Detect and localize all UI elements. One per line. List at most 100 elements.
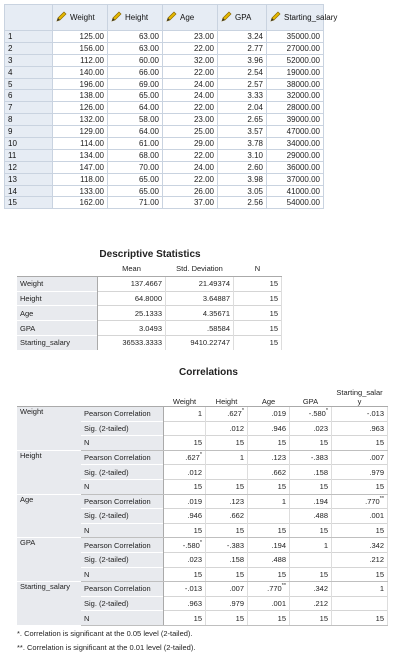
data-cell[interactable]: 3.24 <box>217 30 267 43</box>
data-cell[interactable]: 65.00 <box>107 89 163 103</box>
data-cell[interactable]: 2.54 <box>217 65 267 79</box>
data-cell[interactable]: 138.00 <box>52 89 108 103</box>
row-number[interactable]: 4 <box>4 65 53 79</box>
data-cell[interactable]: 64.00 <box>107 101 163 115</box>
data-cell[interactable]: 35000.00 <box>266 30 324 43</box>
data-cell[interactable]: 125.00 <box>52 30 108 43</box>
data-cell[interactable]: 41000.00 <box>266 184 324 198</box>
data-cell[interactable]: 24.00 <box>162 160 218 174</box>
data-cell[interactable]: 68.00 <box>107 148 163 162</box>
data-cell[interactable]: 22.00 <box>162 41 218 55</box>
data-cell[interactable]: 63.00 <box>107 41 163 55</box>
row-number[interactable]: 10 <box>4 137 53 150</box>
data-cell[interactable]: 126.00 <box>52 101 108 115</box>
corr-sig-cell: .963 <box>163 595 206 611</box>
data-cell[interactable]: 3.33 <box>217 89 267 103</box>
data-cell[interactable]: 37000.00 <box>266 172 324 186</box>
data-cell[interactable]: 61.00 <box>107 137 163 150</box>
data-cell[interactable]: 2.56 <box>217 196 267 210</box>
data-cell[interactable]: 58.00 <box>107 113 163 127</box>
data-cell[interactable]: 132.00 <box>52 113 108 127</box>
data-cell[interactable]: 36000.00 <box>266 160 324 174</box>
data-cell[interactable]: 140.00 <box>52 65 108 79</box>
row-number[interactable]: 9 <box>4 125 53 139</box>
data-cell[interactable]: 24.00 <box>162 89 218 103</box>
data-cell[interactable]: 32000.00 <box>266 89 324 103</box>
data-cell[interactable]: 129.00 <box>52 125 108 139</box>
data-cell[interactable]: 63.00 <box>107 30 163 43</box>
data-cell[interactable]: 29000.00 <box>266 148 324 162</box>
data-cell[interactable]: 23.00 <box>162 30 218 43</box>
data-cell[interactable]: 52000.00 <box>266 53 324 67</box>
row-number[interactable]: 2 <box>4 41 53 55</box>
row-number[interactable]: 8 <box>4 113 53 127</box>
data-cell[interactable]: 133.00 <box>52 184 108 198</box>
data-cell[interactable]: 2.77 <box>217 41 267 55</box>
data-cell[interactable]: 147.00 <box>52 160 108 174</box>
row-number[interactable]: 11 <box>4 148 53 162</box>
data-cell[interactable]: 3.57 <box>217 125 267 139</box>
data-cell[interactable]: 27000.00 <box>266 41 324 55</box>
data-cell[interactable]: 114.00 <box>52 137 108 150</box>
data-cell[interactable]: 196.00 <box>52 77 108 91</box>
data-cell[interactable]: 38000.00 <box>266 77 324 91</box>
data-cell[interactable]: 28000.00 <box>266 101 324 115</box>
data-cell[interactable]: 54000.00 <box>266 196 324 210</box>
data-cell[interactable]: 162.00 <box>52 196 108 210</box>
data-cell[interactable]: 3.96 <box>217 53 267 67</box>
data-cell[interactable]: 23.00 <box>162 113 218 127</box>
data-cell[interactable]: 34000.00 <box>266 137 324 150</box>
data-cell[interactable]: 47000.00 <box>266 125 324 139</box>
data-cell[interactable]: 29.00 <box>162 137 218 150</box>
data-cell[interactable]: 69.00 <box>107 77 163 91</box>
row-number[interactable]: 5 <box>4 77 53 91</box>
data-cell[interactable]: 22.00 <box>162 148 218 162</box>
data-cell[interactable]: 71.00 <box>107 196 163 210</box>
row-number[interactable]: 12 <box>4 160 53 174</box>
data-cell[interactable]: 134.00 <box>52 148 108 162</box>
data-cell[interactable]: 22.00 <box>162 101 218 115</box>
row-number[interactable]: 6 <box>4 89 53 103</box>
row-number[interactable]: 3 <box>4 53 53 67</box>
data-cell[interactable]: 60.00 <box>107 53 163 67</box>
data-cell[interactable]: 118.00 <box>52 172 108 186</box>
data-cell[interactable]: 32.00 <box>162 53 218 67</box>
column-header-gpa[interactable]: GPA <box>217 4 267 31</box>
corr-sig-cell: .946 <box>247 420 290 436</box>
data-cell[interactable]: 3.10 <box>217 148 267 162</box>
data-cell[interactable]: 39000.00 <box>266 113 324 127</box>
row-number[interactable]: 13 <box>4 172 53 186</box>
row-number[interactable]: 7 <box>4 101 53 115</box>
data-cell[interactable]: 65.00 <box>107 172 163 186</box>
data-cell[interactable]: 2.57 <box>217 77 267 91</box>
grid-corner-cell[interactable] <box>4 4 53 31</box>
column-header-height[interactable]: Height <box>107 4 163 31</box>
data-cell[interactable]: 3.05 <box>217 184 267 198</box>
data-cell[interactable]: 2.60 <box>217 160 267 174</box>
data-cell[interactable]: 65.00 <box>107 184 163 198</box>
data-cell[interactable]: 25.00 <box>162 125 218 139</box>
data-cell[interactable]: 156.00 <box>52 41 108 55</box>
column-header-age[interactable]: Age <box>162 4 218 31</box>
data-cell[interactable]: 64.00 <box>107 125 163 139</box>
row-number[interactable]: 1 <box>4 30 53 43</box>
data-cell[interactable]: 2.04 <box>217 101 267 115</box>
data-cell[interactable]: 3.98 <box>217 172 267 186</box>
data-cell[interactable]: 24.00 <box>162 77 218 91</box>
column-header-starting-salary[interactable]: Starting_salary <box>266 4 337 31</box>
data-cell[interactable]: 3.78 <box>217 137 267 150</box>
data-cell[interactable]: 112.00 <box>52 53 108 67</box>
data-cell[interactable]: 22.00 <box>162 172 218 186</box>
data-cell[interactable]: 70.00 <box>107 160 163 174</box>
data-cell[interactable]: 19000.00 <box>266 65 324 79</box>
data-cell[interactable]: 26.00 <box>162 184 218 198</box>
corr-sig-cell: .979 <box>331 464 388 480</box>
data-cell[interactable]: 66.00 <box>107 65 163 79</box>
data-cell[interactable]: 37.00 <box>162 196 218 210</box>
data-cell[interactable]: 22.00 <box>162 65 218 79</box>
column-header-weight[interactable]: Weight <box>52 4 108 31</box>
row-number[interactable]: 14 <box>4 184 53 198</box>
row-number[interactable]: 15 <box>4 196 53 210</box>
data-cell[interactable]: 2.65 <box>217 113 267 127</box>
